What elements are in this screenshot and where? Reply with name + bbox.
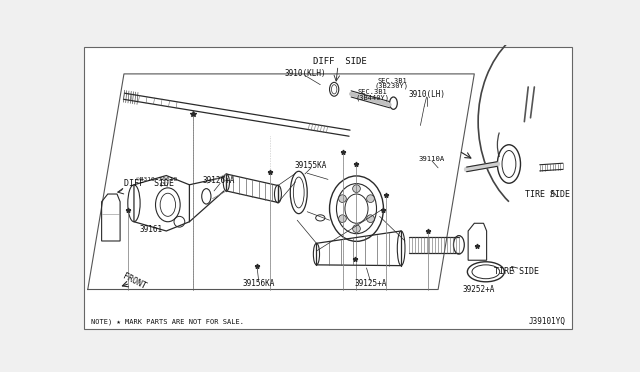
Text: DIFF  SIDE: DIFF SIDE [124,179,174,188]
Text: FRONT: FRONT [121,271,147,291]
Text: SEC.3B1: SEC.3B1 [358,89,388,95]
Circle shape [353,185,360,192]
Text: (3B230Y): (3B230Y) [375,83,409,90]
Text: DIFF  SIDE: DIFF SIDE [313,57,367,66]
Circle shape [367,195,374,202]
Text: 39161: 39161 [140,225,163,234]
Text: 39126+A: 39126+A [202,176,235,185]
Text: 39125+A: 39125+A [354,279,387,288]
Circle shape [339,215,346,222]
Text: TIRE SIDE: TIRE SIDE [494,267,539,276]
Text: 39252+A: 39252+A [463,285,495,294]
Text: (3B440Y): (3B440Y) [356,94,390,101]
Text: TIRE SIDE: TIRE SIDE [525,190,570,199]
Text: 39110A: 39110A [419,155,445,161]
Text: NOTE) ★ MARK PARTS ARE NOT FOR SALE.: NOTE) ★ MARK PARTS ARE NOT FOR SALE. [91,318,244,325]
Text: 39155KA: 39155KA [295,161,327,170]
Text: (3): (3) [158,182,170,186]
Text: 3910(LH): 3910(LH) [408,90,445,99]
Text: SEC.3B1: SEC.3B1 [377,78,407,84]
Text: 39156KA: 39156KA [243,279,275,288]
Circle shape [353,225,360,232]
Text: ©B310-30610: ©B310-30610 [136,177,177,182]
Text: J39101YQ: J39101YQ [528,317,565,326]
FancyBboxPatch shape [84,47,572,329]
Circle shape [367,215,374,222]
Circle shape [339,195,346,202]
Text: 3910(KLH): 3910(KLH) [284,68,326,78]
